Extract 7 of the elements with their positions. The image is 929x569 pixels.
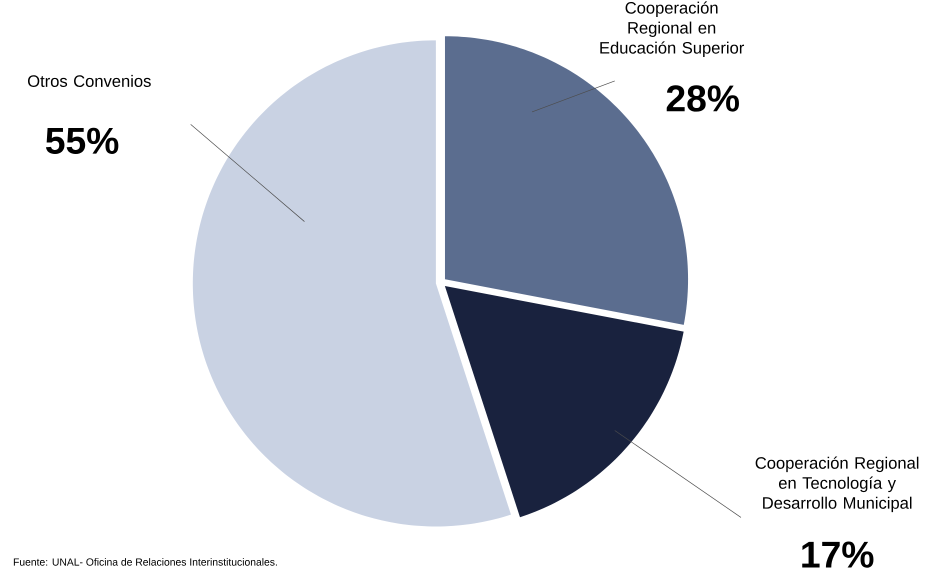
data-label: 28% xyxy=(666,85,739,112)
slice-label: Otros Convenios xyxy=(28,74,151,87)
slice-label: Cooperación Regional en Tecnología y Desarrollo Municipal xyxy=(756,456,918,512)
source-note: Fuente: UNAL- Oficina de Relaciones Interinstitucionales. xyxy=(14,558,277,566)
data-label: 17% xyxy=(802,541,874,568)
slice-label: Cooperación Regional en Educación Superior xyxy=(600,1,744,57)
data-label: 55% xyxy=(46,128,118,154)
